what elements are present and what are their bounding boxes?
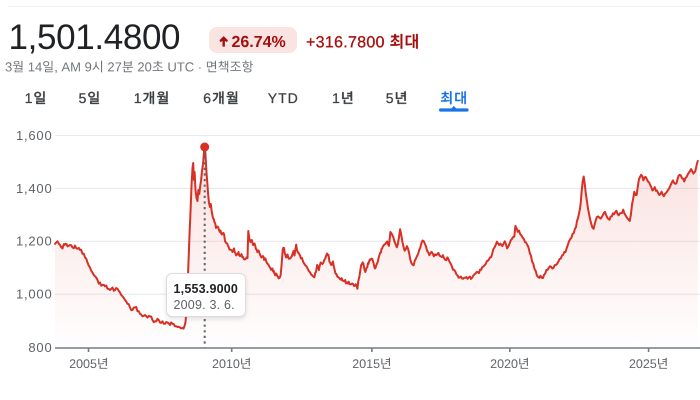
svg-text:1,400: 1,400 — [16, 181, 53, 196]
svg-text:1,200: 1,200 — [16, 234, 53, 249]
svg-text:1,600: 1,600 — [16, 128, 53, 143]
svg-text:800: 800 — [28, 340, 52, 355]
svg-text:1,000: 1,000 — [16, 287, 53, 302]
